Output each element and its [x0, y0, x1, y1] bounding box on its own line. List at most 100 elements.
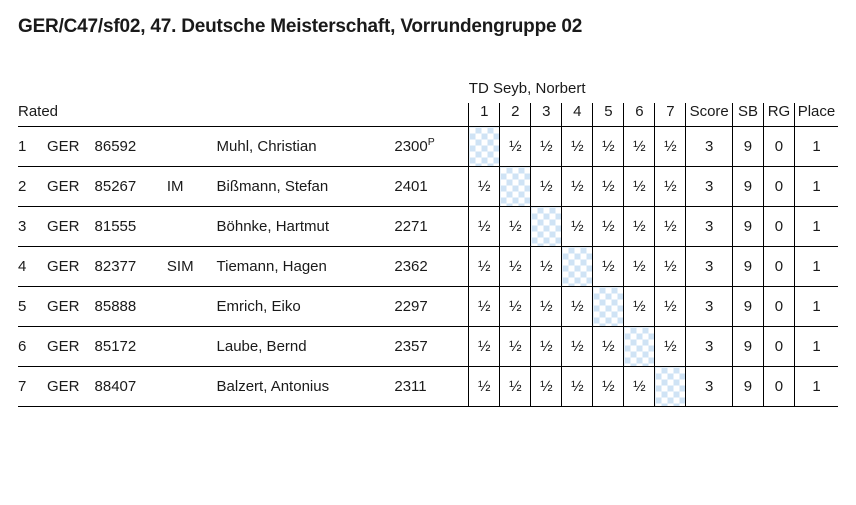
self-cell: [562, 247, 593, 287]
result-cell: ½: [562, 287, 593, 327]
row-federation: GER: [47, 327, 95, 367]
row-id: 82377: [95, 247, 167, 287]
result-cell: ½: [469, 207, 500, 247]
result-cell: ½: [562, 207, 593, 247]
result-cell: ½: [562, 167, 593, 207]
row-place: 1: [794, 367, 838, 407]
header-game-6: 6: [624, 103, 655, 127]
row-number: 7: [18, 367, 47, 407]
row-rating: 2311: [394, 367, 460, 407]
row-number: 1: [18, 127, 47, 167]
header-place: Place: [794, 103, 838, 127]
row-sb: 9: [732, 167, 763, 207]
header-game-2: 2: [500, 103, 531, 127]
row-rg: 0: [763, 327, 794, 367]
spacer: [461, 127, 469, 167]
table-row: 7GER88407Balzert, Antonius2311½½½½½½3901: [18, 367, 838, 407]
table-row: 6GER85172Laube, Bernd2357½½½½½½3901: [18, 327, 838, 367]
header-game-5: 5: [593, 103, 624, 127]
row-id: 85888: [95, 287, 167, 327]
row-id: 85267: [95, 167, 167, 207]
header-game-7: 7: [655, 103, 686, 127]
header-score: Score: [686, 103, 733, 127]
row-score: 3: [686, 327, 733, 367]
row-federation: GER: [47, 247, 95, 287]
result-cell: ½: [655, 327, 686, 367]
self-cell: [655, 367, 686, 407]
row-score: 3: [686, 127, 733, 167]
row-sb: 9: [732, 327, 763, 367]
page-title: GER/C47/sf02, 47. Deutsche Meisterschaft…: [18, 16, 838, 38]
row-score: 3: [686, 247, 733, 287]
result-cell: ½: [531, 167, 562, 207]
result-cell: ½: [655, 287, 686, 327]
row-score: 3: [686, 287, 733, 327]
row-id: 86592: [95, 127, 167, 167]
row-number: 6: [18, 327, 47, 367]
row-rg: 0: [763, 127, 794, 167]
table-row: 2GER85267IMBißmann, Stefan2401½½½½½½3901: [18, 167, 838, 207]
result-cell: ½: [531, 327, 562, 367]
result-cell: ½: [531, 287, 562, 327]
result-cell: ½: [593, 167, 624, 207]
row-rg: 0: [763, 247, 794, 287]
table-row: 5GER85888Emrich, Eiko2297½½½½½½3901: [18, 287, 838, 327]
header-game-3: 3: [531, 103, 562, 127]
row-place: 1: [794, 207, 838, 247]
row-title: [167, 127, 217, 167]
row-place: 1: [794, 287, 838, 327]
row-title: IM: [167, 167, 217, 207]
row-name: Böhnke, Hartmut: [217, 207, 395, 247]
result-cell: ½: [500, 127, 531, 167]
row-name: Balzert, Antonius: [217, 367, 395, 407]
self-cell: [624, 327, 655, 367]
result-cell: ½: [624, 167, 655, 207]
result-cell: ½: [500, 287, 531, 327]
result-cell: ½: [531, 247, 562, 287]
result-cell: ½: [655, 247, 686, 287]
row-rg: 0: [763, 287, 794, 327]
row-title: SIM: [167, 247, 217, 287]
row-sb: 9: [732, 367, 763, 407]
row-title: [167, 287, 217, 327]
result-cell: ½: [469, 287, 500, 327]
self-cell: [469, 127, 500, 167]
row-federation: GER: [47, 287, 95, 327]
row-sb: 9: [732, 127, 763, 167]
spacer: [461, 367, 469, 407]
result-cell: ½: [562, 327, 593, 367]
td-name: TD Seyb, Norbert: [469, 80, 838, 103]
row-federation: GER: [47, 167, 95, 207]
row-federation: GER: [47, 207, 95, 247]
crosstable: TD Seyb, Norbert Rated 1 2 3 4 5 6 7 Sco…: [18, 80, 838, 407]
row-rg: 0: [763, 367, 794, 407]
row-score: 3: [686, 167, 733, 207]
row-title: [167, 327, 217, 367]
result-cell: ½: [531, 367, 562, 407]
spacer: [461, 207, 469, 247]
result-cell: ½: [562, 127, 593, 167]
row-sb: 9: [732, 287, 763, 327]
spacer: [461, 167, 469, 207]
spacer: [461, 327, 469, 367]
row-place: 1: [794, 167, 838, 207]
result-cell: ½: [469, 167, 500, 207]
result-cell: ½: [469, 367, 500, 407]
result-cell: ½: [593, 207, 624, 247]
row-rating: 2362: [394, 247, 460, 287]
row-rating: 2357: [394, 327, 460, 367]
result-cell: ½: [624, 207, 655, 247]
result-cell: ½: [593, 327, 624, 367]
row-federation: GER: [47, 127, 95, 167]
row-place: 1: [794, 327, 838, 367]
table-row: 3GER81555Böhnke, Hartmut2271½½½½½½3901: [18, 207, 838, 247]
result-cell: ½: [655, 207, 686, 247]
row-id: 81555: [95, 207, 167, 247]
row-rating: 2300P: [394, 127, 460, 167]
result-cell: ½: [500, 247, 531, 287]
result-cell: ½: [500, 327, 531, 367]
row-rating: 2271: [394, 207, 460, 247]
row-name: Muhl, Christian: [217, 127, 395, 167]
rating-flag: P: [428, 136, 435, 148]
result-cell: ½: [655, 127, 686, 167]
